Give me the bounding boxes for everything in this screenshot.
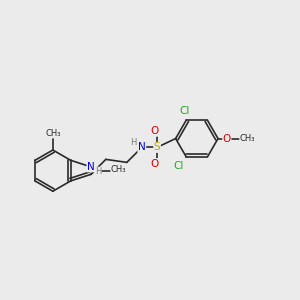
Text: O: O [151, 159, 159, 169]
Text: Cl: Cl [174, 161, 184, 171]
Text: O: O [151, 126, 159, 136]
Text: H: H [95, 167, 101, 176]
Text: N: N [138, 142, 146, 152]
Text: CH₃: CH₃ [45, 129, 61, 138]
Text: CH₃: CH₃ [111, 165, 126, 174]
Text: O: O [223, 134, 231, 143]
Text: S: S [154, 142, 160, 152]
Text: CH₃: CH₃ [240, 134, 255, 143]
Text: N: N [87, 162, 95, 172]
Text: H: H [130, 139, 137, 148]
Text: Cl: Cl [180, 106, 190, 116]
